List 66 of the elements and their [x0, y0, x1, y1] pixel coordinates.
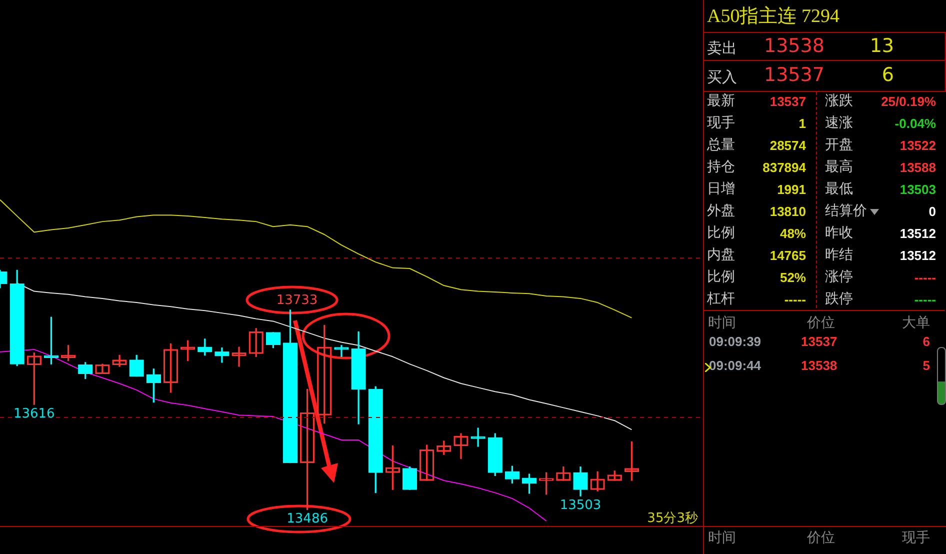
text: 6 — [882, 64, 894, 86]
text: -0.04% — [894, 116, 936, 132]
text: 09:09:44 — [709, 358, 762, 374]
text: 涨跌 — [825, 93, 853, 109]
text: 6 — [922, 334, 930, 350]
text: 价位 — [807, 530, 835, 546]
text: 13537 — [801, 334, 838, 350]
text: 35分3秒 — [647, 510, 698, 526]
text: 大单 — [902, 315, 930, 331]
text: 外盘 — [707, 203, 735, 219]
text: 最新 — [707, 93, 735, 109]
text: 跌停 — [825, 291, 853, 307]
text: 09:09:39 — [709, 334, 762, 350]
candlestick — [334, 345, 349, 357]
text: 13537 — [764, 64, 824, 86]
text: 持仓 — [707, 159, 735, 175]
text: 48% — [780, 226, 806, 242]
text: 0 — [928, 204, 936, 220]
text: 昨收 — [825, 225, 853, 241]
text: 13538 — [801, 358, 838, 374]
text: 5 — [922, 358, 930, 374]
text: 速涨 — [825, 115, 853, 131]
annotation: 13486 — [286, 512, 328, 527]
text: 昨结 — [825, 247, 853, 263]
text: 13503 — [900, 182, 936, 198]
text: 1 — [798, 116, 806, 132]
annotation: 13503 — [560, 498, 602, 513]
text: 杠杆 — [707, 291, 735, 307]
text: 比例 — [707, 269, 735, 285]
text: 涨停 — [825, 269, 853, 285]
text: 52% — [780, 270, 806, 286]
text: 结算价 — [825, 203, 867, 219]
text: 卖出 — [707, 39, 737, 57]
text: 13 — [870, 35, 894, 57]
text: 最高 — [825, 159, 853, 175]
text: 13537 — [770, 94, 806, 110]
text: 13538 — [764, 35, 824, 57]
text: ----- — [784, 292, 806, 308]
candlestick — [470, 428, 486, 447]
text: 837894 — [762, 160, 806, 176]
text: 时间 — [708, 315, 736, 331]
text: 开盘 — [825, 137, 853, 153]
text: ----- — [914, 292, 936, 308]
text: 14765 — [770, 248, 806, 264]
text: 25/0.19% — [881, 94, 936, 110]
text: 现手 — [902, 530, 930, 546]
text: 13512 — [900, 248, 936, 264]
annotation: 13733 — [276, 292, 318, 308]
text: 28574 — [770, 138, 806, 154]
text: 13810 — [770, 204, 806, 220]
text: 1991 — [777, 182, 806, 198]
text: 比例 — [707, 225, 735, 241]
text: 价位 — [807, 315, 835, 331]
text: 买入 — [707, 68, 737, 86]
text: 13522 — [900, 138, 936, 154]
text: 13512 — [900, 226, 936, 242]
text: ----- — [914, 270, 936, 286]
text: A50指主连 7294 — [707, 6, 840, 28]
text: 13588 — [900, 160, 936, 176]
text: 现手 — [707, 115, 735, 131]
text: 最低 — [825, 181, 853, 197]
text: 日增 — [707, 181, 735, 197]
text: 内盘 — [707, 247, 735, 263]
annotation: 13616 — [13, 406, 55, 422]
text: 时间 — [708, 530, 736, 546]
text: 总量 — [707, 137, 735, 153]
